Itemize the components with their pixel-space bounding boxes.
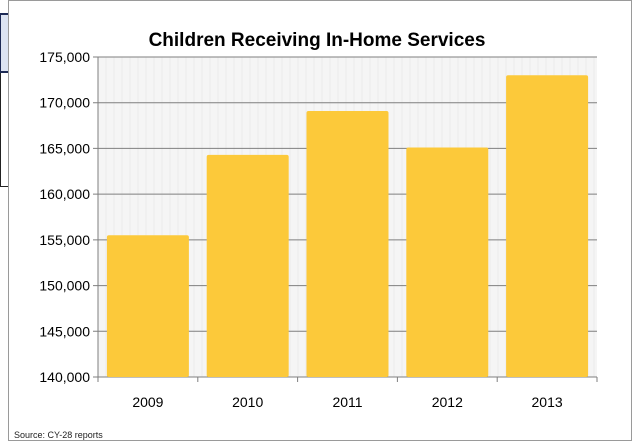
bar [406,147,489,377]
y-tick-label: 170,000 [39,95,90,111]
x-tick-label: 2010 [232,394,263,410]
x-tick-label: 2012 [432,394,463,410]
x-tick-label: 2011 [332,394,362,410]
y-tick-label: 155,000 [39,232,90,248]
bar [306,110,389,377]
bar [206,154,289,377]
x-tick-label: 2009 [132,394,163,410]
y-tick-label: 165,000 [39,140,90,156]
y-tick-label: 160,000 [39,186,90,202]
adjacent-panel-edge [0,13,8,73]
source-note: Source: CY-28 reports [14,430,103,440]
chart-title: Children Receiving In-Home Services [148,30,486,51]
y-tick-label: 140,000 [39,369,90,385]
x-tick-label: 2013 [532,394,563,410]
y-tick-label: 145,000 [39,323,90,339]
adjacent-panel-border [0,73,8,187]
y-tick-label: 150,000 [39,278,90,294]
y-tick-label: 175,000 [39,49,90,65]
bar [106,235,189,377]
bar [506,75,589,378]
